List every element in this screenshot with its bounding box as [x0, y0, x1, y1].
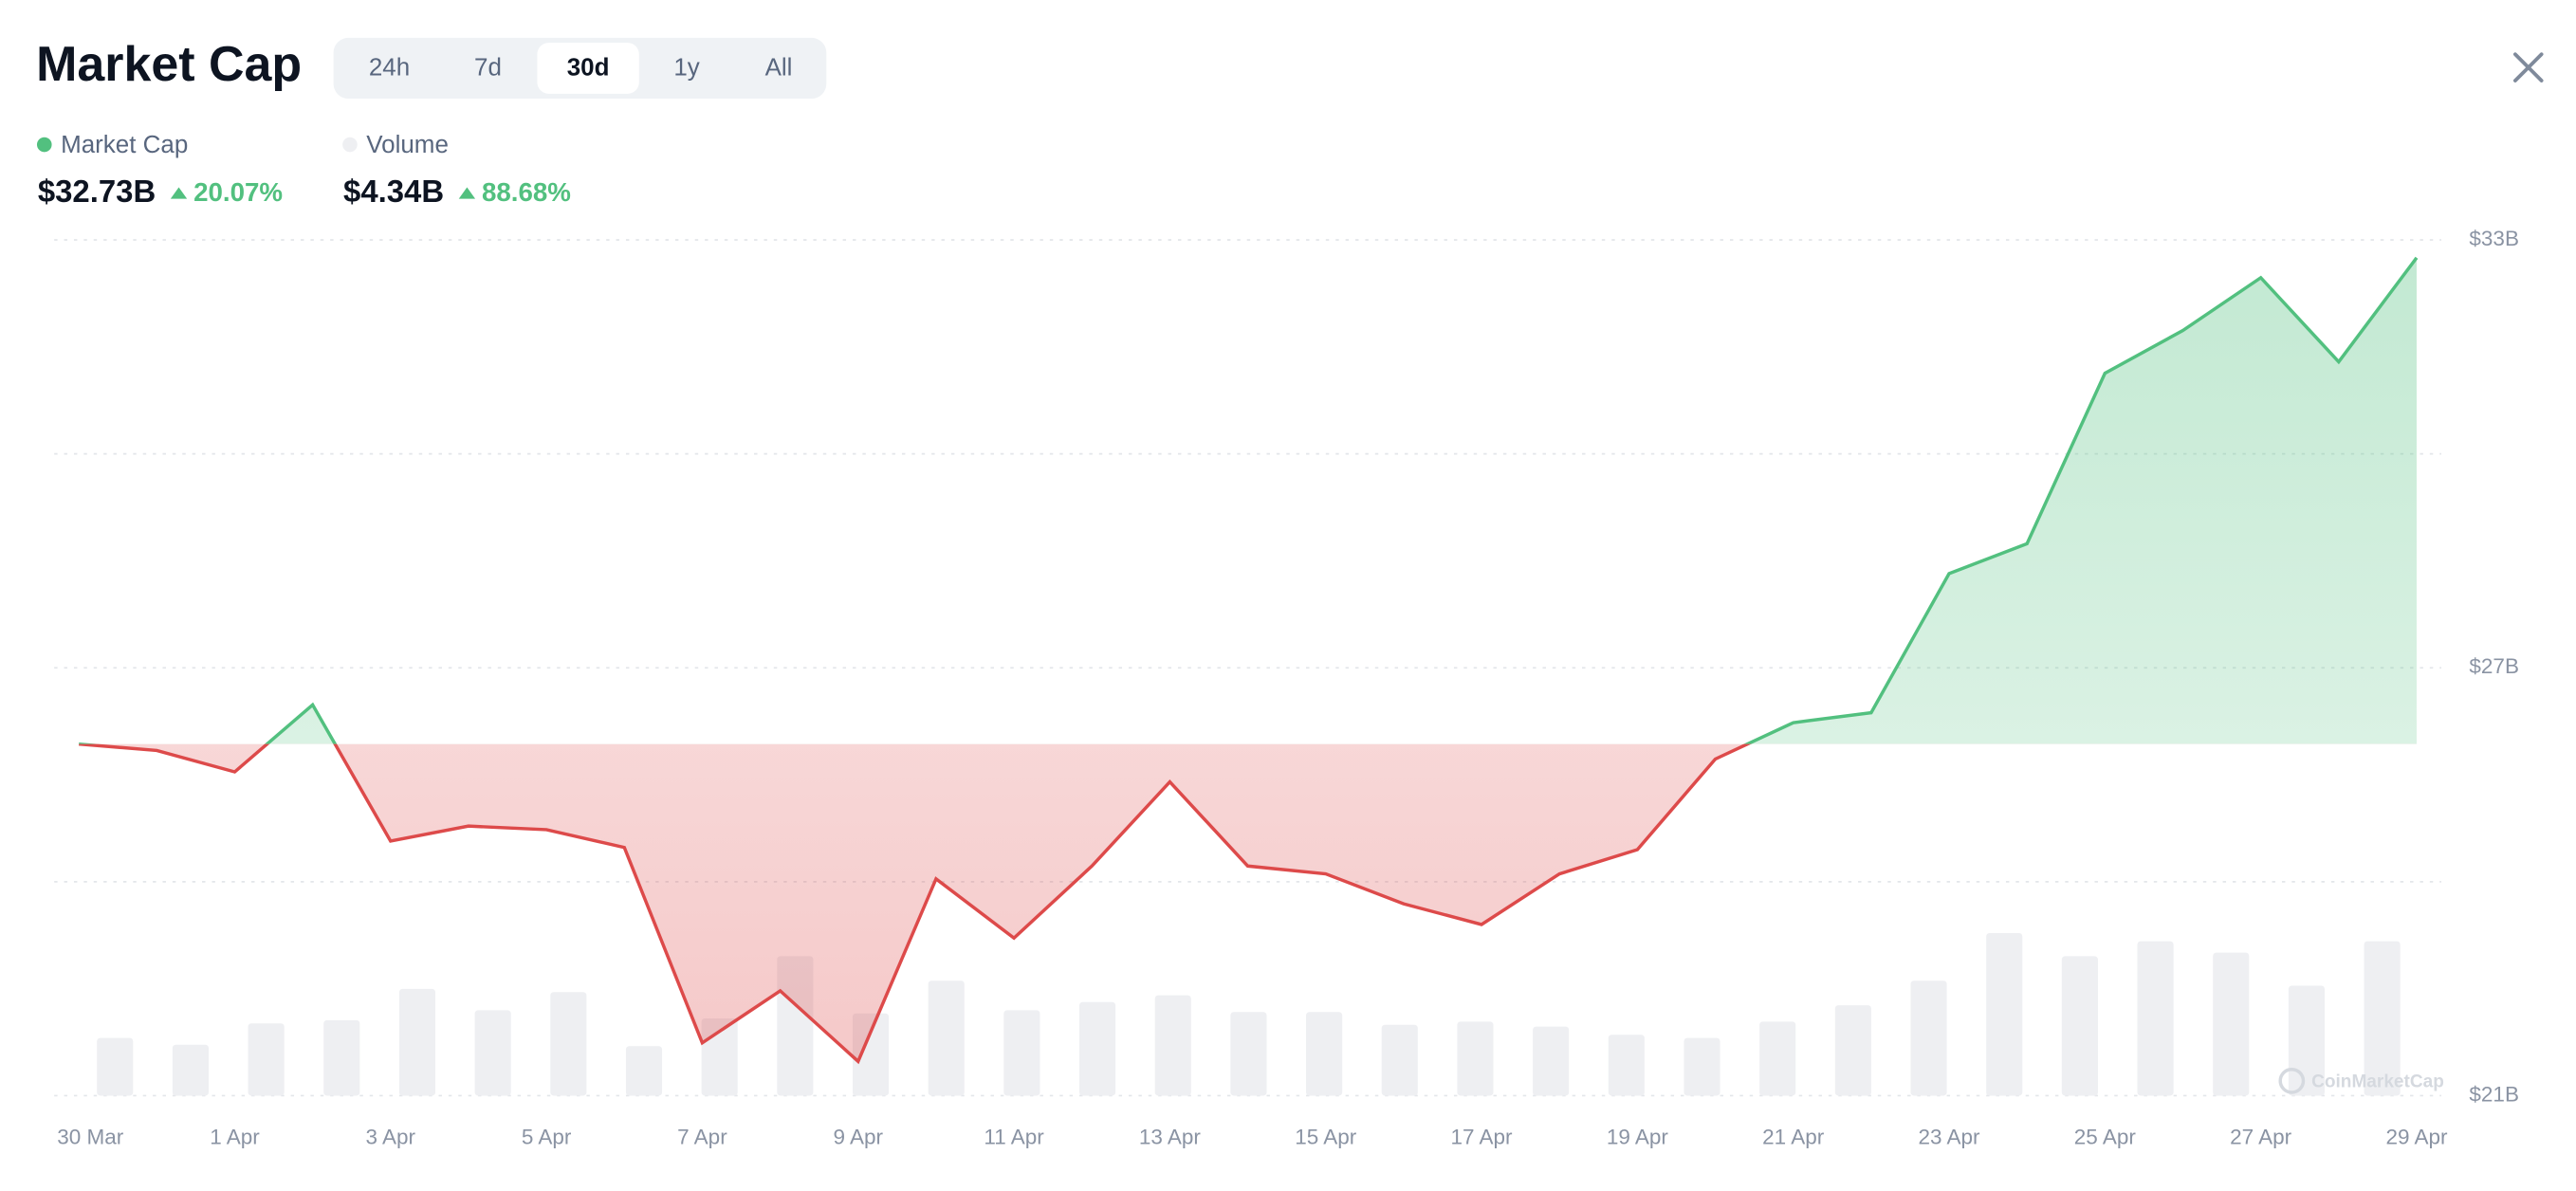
y-tick-label: $27B: [2469, 654, 2519, 678]
volume-bar: [1608, 1035, 1645, 1096]
legend-label: Volume: [366, 130, 449, 158]
volume-bar: [2288, 985, 2325, 1096]
change-value: 20.07%: [193, 177, 283, 207]
x-tick-label: 23 Apr: [1918, 1125, 1980, 1148]
watermark-logo: [2278, 1067, 2306, 1094]
legend-label: Market Cap: [61, 130, 188, 158]
x-tick-label: 21 Apr: [1762, 1125, 1825, 1148]
volume-bar: [1684, 1037, 1720, 1096]
volume-bar: [1381, 1024, 1418, 1096]
tab[interactable]: 1y: [673, 53, 699, 82]
volume-bar: [323, 1019, 360, 1096]
volume-bar: [1759, 1021, 1796, 1096]
volume-bar: [1230, 1012, 1267, 1096]
x-tick-label: 7 Apr: [677, 1125, 727, 1148]
x-tick-label: 15 Apr: [1295, 1125, 1357, 1148]
volume-bar: [1986, 932, 2023, 1096]
volume-bar: [1154, 995, 1191, 1096]
up-arrow: [170, 187, 188, 199]
tab[interactable]: 30d: [567, 53, 610, 82]
close-button[interactable]: [2513, 52, 2544, 82]
x-tick-label: 29 Apr: [2385, 1125, 2448, 1148]
x-tick-label: 13 Apr: [1139, 1125, 1202, 1148]
volume-bar: [1910, 980, 1947, 1096]
x-tick-label: 27 Apr: [2230, 1125, 2292, 1148]
volume-bar: [398, 988, 436, 1096]
volume-bar: [2213, 952, 2250, 1096]
active-tab: [537, 43, 639, 94]
volume-bar: [97, 1037, 134, 1096]
volume-bar: [2364, 941, 2401, 1096]
volume-bar: [1533, 1026, 1570, 1096]
volume-bar: [1834, 1005, 1871, 1096]
volume-bar: [248, 1023, 285, 1096]
x-tick-label: 19 Apr: [1607, 1125, 1669, 1148]
tab[interactable]: 7d: [474, 53, 502, 82]
volume-bar: [625, 1046, 663, 1096]
x-tick-label: 30 Mar: [57, 1125, 124, 1148]
chart-title: Market Cap: [36, 37, 302, 92]
y-tick-label: $21B: [2469, 1082, 2519, 1106]
volume-bar: [474, 1010, 511, 1096]
volume-bar: [1079, 1001, 1116, 1096]
volume-bar: [928, 980, 965, 1096]
tab[interactable]: 24h: [369, 53, 410, 82]
x-tick-label: 17 Apr: [1451, 1125, 1514, 1148]
volume-bar: [2061, 956, 2098, 1096]
line-down: [79, 743, 1752, 1065]
line-up: [79, 256, 2419, 744]
x-tick-label: 3 Apr: [366, 1125, 416, 1148]
x-tick-label: 9 Apr: [833, 1125, 883, 1148]
volume-bar: [1457, 1021, 1494, 1096]
legend-dot: [342, 137, 358, 153]
area-down: [79, 743, 2417, 1062]
y-tick-label: $33B: [2469, 227, 2519, 250]
watermark: CoinMarketCap: [2311, 1072, 2444, 1092]
volume-bar: [172, 1044, 209, 1096]
tab[interactable]: All: [765, 53, 793, 82]
volume-bar: [2137, 941, 2174, 1096]
current-value: $4.34B: [343, 174, 444, 209]
volume-bar: [550, 992, 587, 1096]
area-up: [267, 257, 2417, 744]
volume-bar: [1306, 1012, 1343, 1096]
x-tick-label: 11 Apr: [984, 1125, 1044, 1148]
legend-dot: [36, 137, 52, 153]
change-value: 88.68%: [482, 177, 571, 207]
current-value: $32.73B: [38, 174, 156, 209]
volume-bar: [1003, 1010, 1040, 1096]
x-tick-label: 5 Apr: [522, 1125, 572, 1148]
x-tick-label: 1 Apr: [210, 1125, 260, 1148]
up-arrow: [458, 187, 476, 199]
x-tick-label: 25 Apr: [2074, 1125, 2137, 1148]
